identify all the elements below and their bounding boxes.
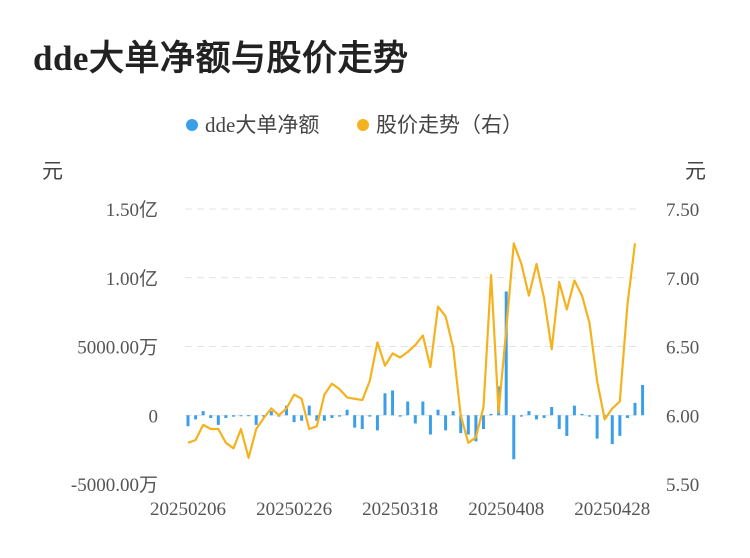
dde-bar bbox=[481, 415, 485, 429]
x-tick-label: 20250428 bbox=[574, 499, 650, 520]
dde-bar bbox=[618, 415, 622, 436]
dde-bar bbox=[360, 415, 364, 429]
dde-bar bbox=[580, 413, 584, 416]
dde-bar bbox=[466, 415, 470, 435]
dde-bar bbox=[315, 415, 319, 421]
dde-bar bbox=[595, 415, 599, 439]
gridlines bbox=[185, 208, 640, 416]
left-tick-label: 5000.00万 bbox=[77, 338, 158, 359]
dde-bar bbox=[262, 415, 266, 417]
right-tick-label: 6.50 bbox=[666, 338, 699, 359]
dde-bar bbox=[406, 401, 410, 416]
dde-bar bbox=[610, 415, 614, 445]
right-tick-label: 6.00 bbox=[666, 406, 699, 427]
dde-bar bbox=[474, 415, 478, 442]
dde-bar bbox=[375, 415, 379, 431]
legend-label: 股价走势（右） bbox=[376, 113, 523, 137]
left-tick-label: 1.50亿 bbox=[106, 199, 158, 221]
right-axis: 7.50 7.00 6.50 6.00 5.50 bbox=[666, 200, 699, 496]
dde-bar bbox=[391, 390, 395, 416]
x-tick-label: 20250408 bbox=[468, 499, 544, 520]
dde-bar bbox=[428, 415, 432, 435]
dde-bar bbox=[527, 411, 531, 416]
right-tick-label: 5.50 bbox=[666, 475, 699, 496]
dde-bar bbox=[239, 415, 243, 417]
legend-label: dde大单净额 bbox=[205, 113, 319, 137]
x-axis: 20250206 20250226 20250318 20250408 20250428 bbox=[150, 499, 650, 520]
dde-bar bbox=[368, 415, 372, 417]
dde-bar bbox=[345, 409, 349, 416]
dde-bar bbox=[413, 415, 417, 424]
x-tick-label: 20250318 bbox=[362, 499, 438, 520]
dde-bar bbox=[383, 393, 387, 416]
dde-bar bbox=[557, 415, 561, 429]
dde-bar bbox=[504, 291, 508, 416]
price-line-series bbox=[187, 242, 637, 459]
left-axis: 1.50亿 1.00亿 5000.00万 0 -5000.00万 bbox=[71, 199, 158, 496]
dde-bar bbox=[292, 415, 296, 423]
dde-bar bbox=[216, 415, 220, 425]
dde-bar bbox=[459, 415, 463, 434]
chart-title: dde大单净额与股价走势 bbox=[33, 39, 409, 78]
dde-bar bbox=[489, 413, 493, 416]
legend: dde大单净额 股价走势（右） bbox=[186, 113, 523, 137]
dde-bar bbox=[269, 411, 273, 416]
dde-bar bbox=[436, 409, 440, 416]
dde-bar bbox=[444, 415, 448, 431]
dde-bar bbox=[209, 415, 213, 418]
left-axis-unit: 元 bbox=[42, 159, 63, 183]
dde-bar bbox=[550, 407, 554, 416]
dde-bar bbox=[625, 415, 629, 418]
dde-bar bbox=[300, 415, 304, 421]
price-line bbox=[187, 242, 637, 459]
dde-bar bbox=[565, 415, 569, 436]
dde-bar bbox=[588, 415, 592, 417]
left-tick-label: 0 bbox=[149, 406, 159, 427]
dde-bar bbox=[542, 415, 546, 418]
dde-bar bbox=[572, 405, 576, 416]
dde-bar bbox=[224, 415, 228, 418]
dde-bar bbox=[322, 415, 326, 421]
dde-bar bbox=[254, 415, 258, 425]
x-tick-label: 20250206 bbox=[150, 499, 226, 520]
right-tick-label: 7.50 bbox=[666, 200, 699, 221]
legend-marker bbox=[186, 119, 198, 131]
dde-bar bbox=[231, 415, 235, 417]
dde-bar bbox=[512, 415, 516, 460]
dde-bar bbox=[451, 411, 455, 416]
dde-bar bbox=[353, 415, 357, 428]
dde-bar bbox=[186, 415, 190, 427]
dde-bar bbox=[284, 405, 288, 416]
dde-bar bbox=[307, 405, 311, 416]
dde-bar bbox=[330, 415, 334, 418]
right-axis-unit: 元 bbox=[685, 159, 706, 183]
dde-bar bbox=[247, 415, 251, 417]
dde-bar bbox=[338, 415, 342, 417]
axis-units: 元元 bbox=[42, 159, 706, 183]
left-tick-label: -5000.00万 bbox=[71, 475, 158, 496]
dde-bar bbox=[535, 415, 539, 420]
dde-bar bbox=[641, 385, 645, 416]
right-tick-label: 7.00 bbox=[666, 269, 699, 290]
dde-bar bbox=[194, 415, 198, 420]
left-tick-label: 1.00亿 bbox=[106, 268, 158, 290]
dde-bar bbox=[421, 401, 425, 416]
dde-bar bbox=[633, 402, 637, 416]
dde-bar bbox=[519, 415, 523, 417]
x-tick-label: 20250226 bbox=[256, 499, 332, 520]
dde-bar bbox=[398, 415, 402, 417]
dde-bar bbox=[201, 411, 205, 416]
legend-marker bbox=[357, 119, 369, 131]
